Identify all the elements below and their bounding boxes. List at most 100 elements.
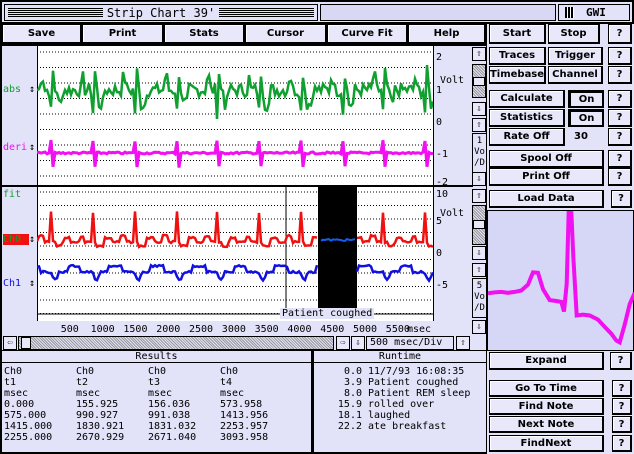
offset-handle-icon[interactable]: ↕	[29, 234, 36, 245]
runtime-time[interactable]: 18.1	[337, 410, 362, 421]
results-cell: msec	[220, 388, 245, 399]
find-note-button[interactable]: Find Note	[489, 398, 604, 415]
statistics-button[interactable]: Statistics	[489, 109, 565, 127]
curve-fit-button[interactable]: Curve Fit	[327, 24, 408, 44]
title-stripes	[219, 8, 315, 17]
stats-button[interactable]: Stats	[164, 24, 245, 44]
offset-handle-icon[interactable]: ↕	[29, 142, 36, 153]
offset-handle-icon[interactable]: ↕	[29, 84, 36, 95]
save-button[interactable]: Save	[2, 24, 82, 44]
help-traces-button[interactable]: ?	[608, 47, 632, 65]
stop-button[interactable]: Stop	[548, 24, 600, 44]
bottom-volts-up-icon[interactable]: ⇧	[472, 263, 486, 277]
results-cell: Ch0	[148, 366, 167, 377]
offset-handle-icon[interactable]: ↕	[29, 278, 36, 289]
trace-ch0	[356, 212, 433, 248]
channel-button[interactable]: Channel	[548, 66, 603, 84]
go-to-time-button[interactable]: Go To Time	[489, 380, 604, 397]
calculate-button[interactable]: Calculate	[489, 90, 565, 108]
results-cell: t2	[76, 377, 89, 388]
scroll-right-icon[interactable]: ⇨	[336, 336, 350, 350]
runtime-note[interactable]: rolled over	[368, 399, 435, 410]
gwi-box[interactable]: GWI	[558, 4, 630, 21]
runtime-note[interactable]: ate breakfast	[368, 421, 447, 432]
results-cell: 2670.929	[76, 432, 125, 443]
traces-button[interactable]: Traces	[489, 47, 546, 65]
scale-unit: /D	[474, 303, 485, 313]
runtime-note[interactable]: Patient REM sleep	[368, 388, 471, 399]
help-button[interactable]: Help	[408, 24, 486, 44]
timebase-up-icon[interactable]: ⇧	[456, 336, 470, 350]
help-rate-button[interactable]: ?	[608, 128, 632, 146]
y-tick-label: 2	[436, 52, 443, 63]
print-off-button[interactable]: Print Off	[489, 168, 604, 186]
help-print-button[interactable]: ?	[608, 168, 632, 186]
bottom-scale-up-icon[interactable]: ⇧	[472, 189, 486, 203]
time-scrollbar[interactable]	[18, 336, 334, 350]
help-spool-button[interactable]: ?	[608, 150, 632, 168]
trigger-button[interactable]: Trigger	[548, 47, 603, 65]
bottom-scale-down-icon[interactable]: ⇩	[472, 246, 486, 260]
spool-button[interactable]: Spool Off	[489, 150, 604, 168]
timebase-button[interactable]: Timebase	[489, 66, 546, 84]
expanded-waveform-view[interactable]	[487, 209, 634, 351]
runtime-time[interactable]: 15.9	[337, 399, 362, 410]
top-scrollbar[interactable]	[472, 64, 486, 98]
statistics-toggle[interactable]: On	[568, 109, 604, 127]
help-calculate-button[interactable]: ?	[608, 90, 632, 108]
results-cell: t1	[4, 377, 17, 388]
runtime-note[interactable]: laughed	[368, 410, 411, 421]
runtime-note[interactable]: Patient coughed	[368, 377, 459, 388]
scroll-left-icon[interactable]: ⇦	[3, 336, 17, 350]
runtime-time[interactable]: 3.9	[343, 377, 362, 388]
runtime-time[interactable]: 0.0	[343, 366, 362, 377]
results-cell: 2671.040	[148, 432, 197, 443]
expand-button[interactable]: Expand	[489, 352, 604, 370]
help-go-to-time-button[interactable]: ?	[612, 380, 632, 397]
help-find-note-button[interactable]: ?	[612, 398, 632, 415]
cursor-button[interactable]: Cursor	[245, 24, 327, 44]
find-next-button[interactable]: FindNext	[489, 435, 604, 452]
help-expand-button[interactable]: ?	[610, 352, 632, 370]
trace-ch1	[355, 263, 433, 283]
trace-label-ch0[interactable]: Ch0	[3, 234, 29, 245]
strip-chart-plot[interactable]	[37, 46, 433, 321]
scale-unit: Vo	[474, 292, 485, 302]
top-scale-down-icon[interactable]: ⇩	[472, 102, 486, 116]
title-spacer	[320, 4, 556, 21]
bottom-volts-down-icon[interactable]: ⇩	[472, 320, 486, 334]
title-box[interactable]: Strip Chart 39'	[4, 4, 318, 21]
help-statistics-button[interactable]: ?	[608, 109, 632, 127]
next-note-button[interactable]: Next Note	[489, 416, 604, 433]
bottom-scrollbar[interactable]	[472, 205, 486, 245]
print-menu-button[interactable]: Print	[82, 24, 164, 44]
help-next-note-button[interactable]: ?	[612, 416, 632, 433]
runtime-note[interactable]: 11/7/93 16:08:35	[368, 366, 465, 377]
x-tick-label: 4000	[287, 324, 312, 335]
timebase-down-icon[interactable]: ⇩	[351, 336, 365, 350]
results-cell: msec	[148, 388, 173, 399]
top-volts-down-icon[interactable]: ⇩	[472, 172, 486, 186]
title-stripes	[7, 8, 103, 17]
help-load-button[interactable]: ?	[611, 190, 632, 208]
start-button[interactable]: Start	[489, 24, 546, 44]
help-timebase-button[interactable]: ?	[608, 66, 632, 84]
help-start-button[interactable]: ?	[608, 24, 632, 44]
top-scale-up-icon[interactable]: ⇧	[472, 47, 486, 61]
runtime-time[interactable]: 8.0	[343, 388, 362, 399]
top-volts-up-icon[interactable]: ⇧	[472, 118, 486, 132]
note-label[interactable]: Patient coughed	[280, 308, 375, 319]
y-tick-label: 0	[436, 248, 443, 259]
x-tick-label: 1000	[90, 324, 115, 335]
trace-label-deri[interactable]: deri	[3, 142, 28, 153]
load-data-button[interactable]: Load Data	[489, 190, 604, 208]
help-find-next-button[interactable]: ?	[612, 435, 632, 452]
results-cell: t3	[148, 377, 161, 388]
runtime-time[interactable]: 22.2	[337, 421, 362, 432]
trace-label-abs[interactable]: abs	[3, 84, 22, 95]
results-cell: 2255.000	[4, 432, 53, 443]
rate-button[interactable]: Rate Off	[489, 128, 565, 146]
trace-label-fit[interactable]: fit	[3, 189, 22, 200]
calculate-toggle[interactable]: On	[568, 90, 604, 108]
trace-label-ch1[interactable]: Ch1	[3, 278, 22, 289]
